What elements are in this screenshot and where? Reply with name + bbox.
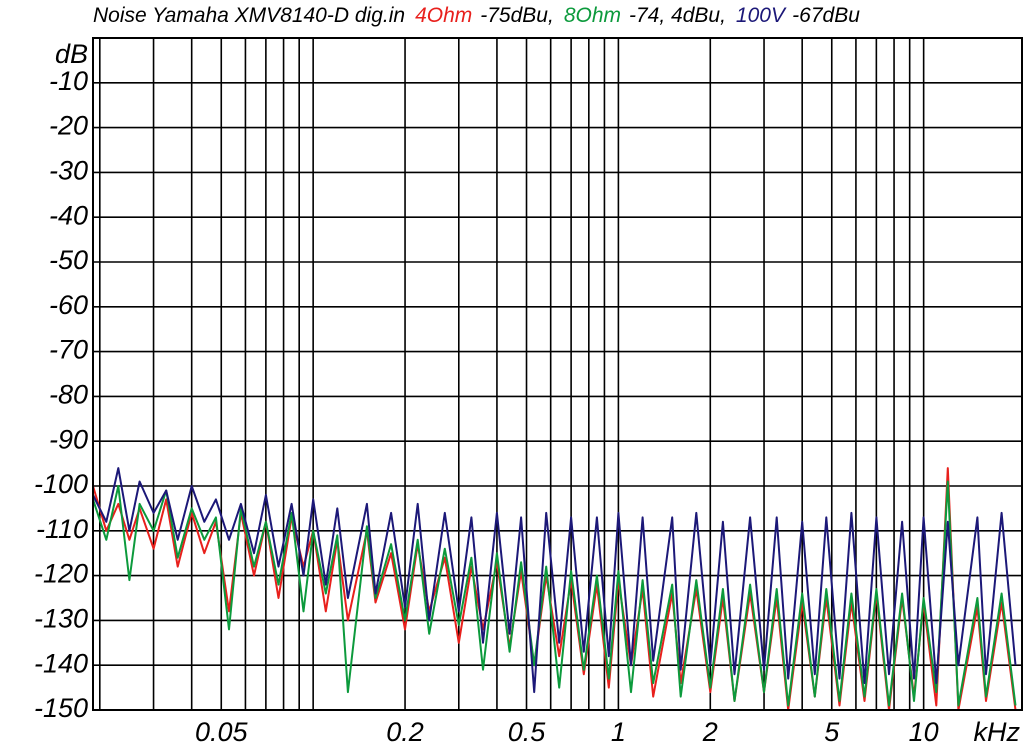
x-tick-label: 5	[824, 717, 840, 744]
plot-frame	[92, 37, 1023, 711]
y-tick-label: -100	[34, 469, 88, 499]
y-tick-label: -110	[36, 514, 88, 544]
x-tick-label: 0.05	[195, 717, 249, 744]
y-tick-label: -40	[49, 200, 88, 230]
chart-title: Noise Yamaha XMV8140-D dig.in 4Ohm -75dBu,…	[93, 4, 860, 27]
y-tick-label: -120	[34, 559, 88, 589]
y-tick-label: -20	[49, 111, 88, 141]
y-tick-label: -80	[49, 380, 88, 410]
y-tick-label: -130	[34, 604, 88, 634]
legend-entry: 100V	[736, 4, 787, 27]
x-tick-label: 2	[702, 717, 718, 744]
legend-level: -75dBu,	[480, 4, 554, 27]
x-tick-label: 0.2	[386, 717, 424, 744]
y-tick-label: -10	[49, 66, 88, 96]
legend-entry: 4Ohm	[415, 4, 472, 27]
y-tick-label: -70	[49, 335, 88, 365]
series-line	[92, 480, 1017, 707]
y-tick-label: -50	[49, 245, 88, 275]
y-axis-label: dB	[55, 39, 88, 69]
y-tick-label: -60	[49, 290, 88, 320]
legend-entry: 8Ohm	[564, 4, 621, 27]
x-axis-label: kHz	[974, 717, 1021, 744]
y-tick-label: -140	[34, 648, 88, 678]
x-tick-label: 10	[909, 717, 939, 744]
series-line	[92, 467, 1017, 694]
y-tick-label: -150	[34, 693, 88, 723]
legend-level: -67dBu	[792, 4, 860, 27]
y-tick-label: -90	[49, 424, 88, 454]
y-tick-label: -30	[49, 156, 88, 186]
title-text: Noise Yamaha XMV8140-D dig.in	[93, 4, 405, 27]
legend-level: -74, 4dBu,	[629, 4, 726, 27]
x-tick-label: 1	[611, 717, 626, 744]
x-tick-label: 0.5	[508, 717, 547, 744]
